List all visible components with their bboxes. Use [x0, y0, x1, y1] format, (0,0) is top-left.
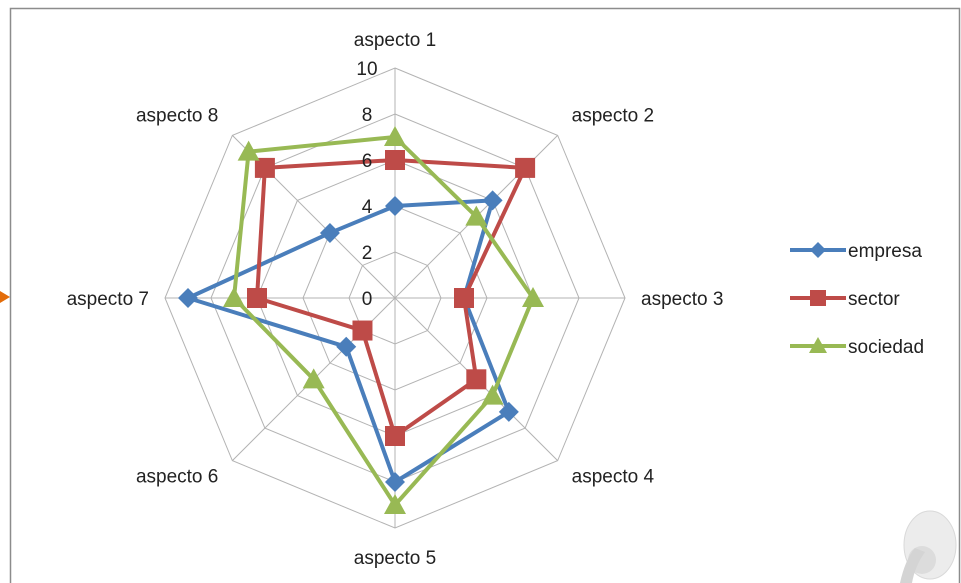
- arrow-icon: [0, 291, 10, 303]
- data-point: [515, 157, 536, 178]
- data-point: [302, 368, 325, 389]
- data-point: [810, 242, 826, 258]
- category-label: aspecto 1: [354, 30, 436, 51]
- tick-label: 10: [356, 59, 377, 80]
- data-point: [809, 337, 827, 353]
- category-label: aspecto 7: [67, 289, 149, 310]
- legend-item: empresa: [790, 241, 922, 262]
- data-point: [319, 222, 340, 243]
- data-point: [223, 287, 245, 307]
- data-point: [466, 369, 487, 390]
- legend-label: sector: [848, 289, 900, 310]
- tick-label: 8: [362, 105, 373, 126]
- data-point: [498, 401, 519, 422]
- category-label: aspecto 2: [572, 105, 654, 126]
- legend-item: sociedad: [790, 337, 924, 358]
- tick-label: 0: [362, 289, 373, 310]
- series-layer: [178, 126, 544, 514]
- legend-label: sociedad: [848, 337, 924, 358]
- category-label: aspecto 4: [572, 467, 655, 488]
- data-point: [384, 126, 406, 146]
- data-point: [254, 157, 275, 178]
- category-label: aspecto 3: [641, 289, 723, 310]
- category-label: aspecto 5: [354, 548, 436, 569]
- data-point: [352, 320, 373, 341]
- data-point: [237, 140, 260, 161]
- data-point: [810, 290, 826, 306]
- data-point: [454, 288, 474, 308]
- category-label: aspecto 8: [136, 105, 218, 126]
- tick-label: 2: [362, 243, 373, 264]
- data-point: [385, 426, 405, 446]
- data-point: [384, 494, 406, 514]
- category-label: aspecto 6: [136, 467, 218, 488]
- data-point: [522, 287, 544, 307]
- legend: empresa sector sociedad: [790, 241, 924, 358]
- chart-border: [9, 7, 961, 583]
- series-empresa: [178, 190, 519, 492]
- tick-label: 4: [362, 197, 373, 218]
- data-point: [481, 384, 504, 405]
- data-point: [385, 150, 405, 170]
- data-point: [247, 288, 267, 308]
- data-point: [385, 196, 405, 216]
- legend-label: empresa: [848, 241, 922, 262]
- data-point: [385, 472, 405, 492]
- data-point: [465, 205, 488, 226]
- series-sector: [247, 150, 536, 446]
- data-point: [336, 336, 357, 357]
- tick-label: 6: [362, 151, 373, 172]
- data-point: [482, 190, 503, 211]
- legend-item: sector: [790, 289, 900, 310]
- labels: 0 2 4 6 8 10 aspecto 1 aspecto 2 aspecto 3 aspect…: [67, 30, 724, 569]
- figure-icon: [900, 510, 957, 583]
- data-point: [178, 288, 198, 308]
- series-sociedad: [223, 126, 544, 514]
